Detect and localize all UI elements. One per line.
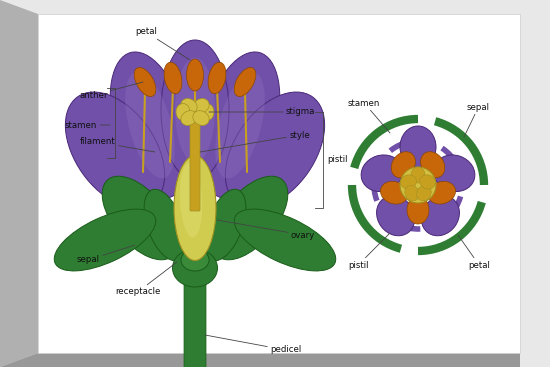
Text: receptacle: receptacle (115, 262, 177, 297)
Polygon shape (0, 353, 520, 367)
Text: sepal: sepal (464, 102, 490, 137)
Text: pedicel: pedicel (205, 335, 301, 355)
Text: stigma: stigma (209, 108, 315, 116)
Text: pistil: pistil (327, 156, 348, 164)
FancyBboxPatch shape (184, 263, 206, 367)
Text: stamen: stamen (65, 120, 110, 130)
Ellipse shape (200, 52, 280, 198)
Ellipse shape (420, 175, 436, 189)
Ellipse shape (204, 189, 246, 261)
Ellipse shape (110, 52, 190, 198)
Ellipse shape (193, 111, 209, 126)
Ellipse shape (428, 181, 455, 204)
Ellipse shape (391, 152, 415, 178)
Text: ovary: ovary (217, 220, 315, 240)
FancyBboxPatch shape (190, 119, 200, 211)
Ellipse shape (181, 249, 209, 271)
Text: petal: petal (135, 28, 190, 60)
Ellipse shape (164, 62, 182, 94)
Ellipse shape (421, 152, 445, 178)
Text: stamen: stamen (348, 98, 390, 133)
Ellipse shape (144, 189, 186, 261)
Ellipse shape (186, 59, 204, 91)
Ellipse shape (400, 175, 416, 189)
Ellipse shape (212, 176, 288, 260)
Ellipse shape (215, 72, 265, 178)
Ellipse shape (358, 125, 478, 245)
Ellipse shape (400, 167, 436, 203)
Ellipse shape (65, 92, 164, 208)
Ellipse shape (416, 185, 431, 201)
Ellipse shape (181, 102, 209, 122)
Text: pistil: pistil (348, 233, 390, 269)
Ellipse shape (180, 163, 202, 237)
Ellipse shape (173, 249, 217, 287)
Text: style: style (200, 131, 310, 152)
Ellipse shape (181, 111, 197, 126)
Ellipse shape (361, 155, 403, 192)
Polygon shape (0, 0, 38, 367)
Ellipse shape (176, 103, 190, 120)
Ellipse shape (433, 155, 475, 192)
Ellipse shape (377, 196, 415, 236)
Ellipse shape (193, 98, 209, 113)
Ellipse shape (208, 62, 226, 94)
Ellipse shape (234, 209, 336, 271)
Ellipse shape (226, 92, 324, 208)
Ellipse shape (102, 176, 178, 260)
Ellipse shape (421, 196, 459, 236)
Ellipse shape (407, 196, 429, 224)
Ellipse shape (200, 103, 214, 120)
Ellipse shape (381, 181, 408, 204)
Text: petal: petal (458, 235, 490, 269)
Ellipse shape (181, 98, 197, 113)
Ellipse shape (175, 58, 215, 163)
Ellipse shape (405, 185, 420, 201)
Ellipse shape (400, 126, 436, 168)
Text: filament: filament (80, 138, 155, 152)
Ellipse shape (175, 193, 215, 277)
Ellipse shape (125, 72, 175, 178)
FancyBboxPatch shape (38, 14, 520, 353)
Ellipse shape (134, 68, 156, 97)
Ellipse shape (54, 209, 156, 271)
Text: sepal: sepal (77, 245, 135, 265)
Ellipse shape (411, 167, 425, 183)
Ellipse shape (174, 156, 216, 261)
Text: anther: anther (80, 82, 143, 99)
Ellipse shape (234, 68, 256, 97)
Ellipse shape (388, 155, 448, 215)
Ellipse shape (161, 40, 229, 180)
